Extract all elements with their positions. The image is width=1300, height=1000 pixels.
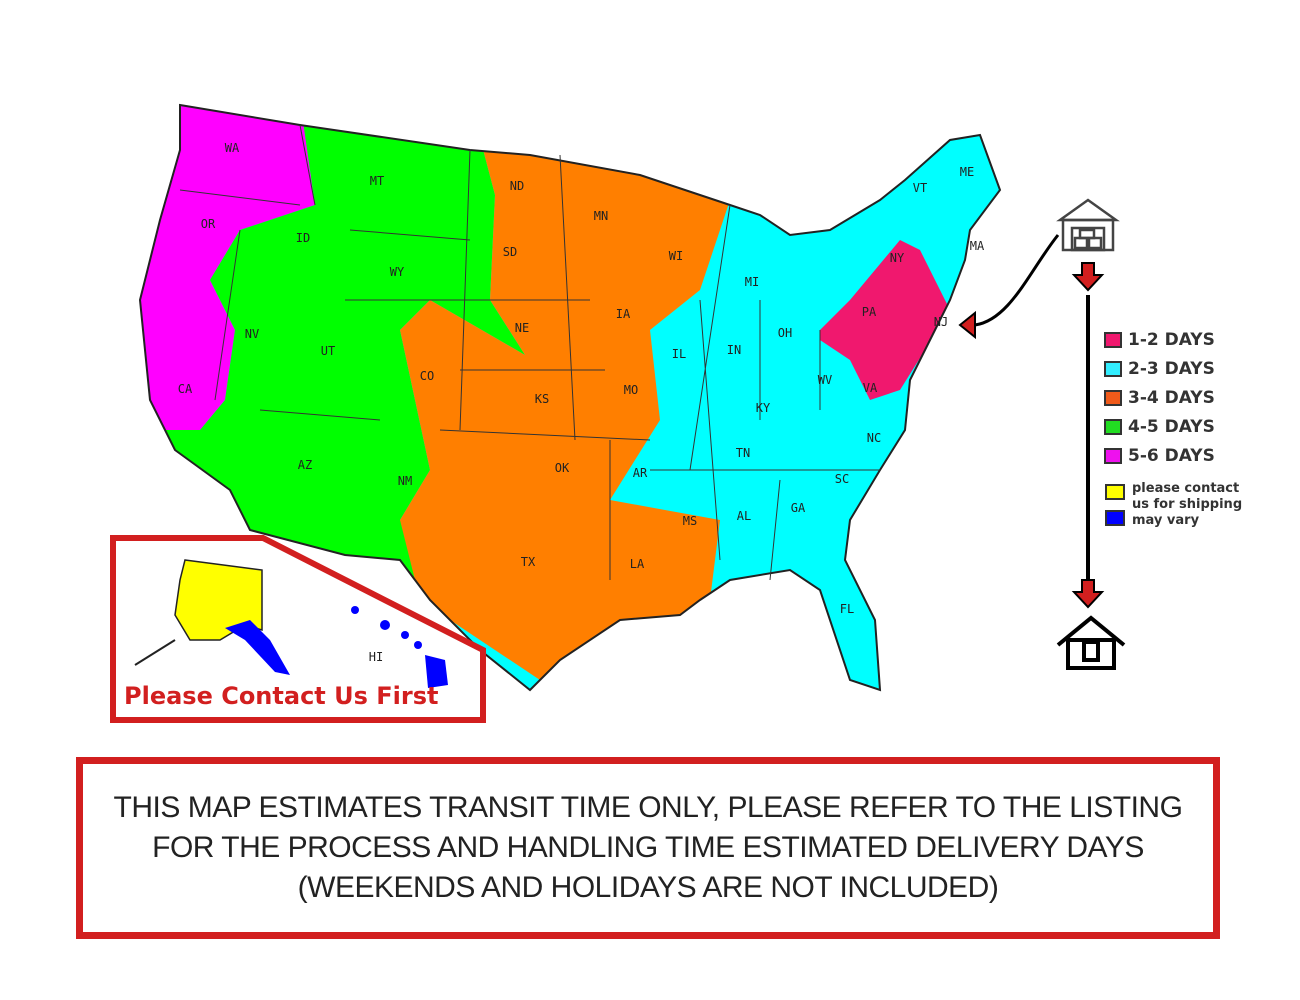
legend-item: 3-4 DAYS bbox=[1104, 388, 1215, 408]
legend-swatch bbox=[1104, 448, 1122, 464]
state-label-la: LA bbox=[630, 557, 645, 571]
legend-swatch bbox=[1104, 361, 1122, 377]
state-label-pa: PA bbox=[862, 305, 877, 319]
state-label-nc: NC bbox=[867, 431, 881, 445]
state-label-mt: MT bbox=[370, 174, 384, 188]
state-label-hi: HI bbox=[369, 650, 383, 664]
state-label-ia: IA bbox=[616, 307, 631, 321]
legend-swatch bbox=[1104, 332, 1122, 348]
legend: 1-2 DAYS 2-3 DAYS 3-4 DAYS 4-5 DAYS 5-6 DAYS bbox=[1104, 330, 1215, 475]
zone-3-4-days bbox=[400, 105, 730, 690]
state-label-ks: KS bbox=[535, 392, 549, 406]
state-label-nv: NV bbox=[245, 327, 259, 341]
zone-1-2-days bbox=[820, 240, 950, 400]
legend-swatch bbox=[1104, 390, 1122, 406]
state-label-mi: MI bbox=[745, 275, 759, 289]
legend-item: 5-6 DAYS bbox=[1104, 446, 1215, 466]
notice-box: THIS MAP ESTIMATES TRANSIT TIME ONLY, PL… bbox=[76, 757, 1220, 939]
alaska bbox=[174, 559, 263, 641]
legend-item: 2-3 DAYS bbox=[1104, 359, 1215, 379]
down-arrow-top bbox=[1071, 262, 1105, 292]
state-label-ca: CA bbox=[178, 382, 193, 396]
down-arrow-bottom bbox=[1071, 579, 1105, 609]
state-label-il: IL bbox=[672, 347, 686, 361]
state-label-wa: WA bbox=[225, 141, 240, 155]
note-line: please contact bbox=[1132, 481, 1240, 496]
state-label-sd: SD bbox=[503, 245, 517, 259]
state-label-nd: ND bbox=[510, 179, 524, 193]
state-label-vt: VT bbox=[913, 181, 927, 195]
state-label-va: VA bbox=[863, 381, 878, 395]
state-label-co: CO bbox=[420, 369, 434, 383]
contact-swatch bbox=[1105, 484, 1125, 500]
state-label-oh: OH bbox=[778, 326, 792, 340]
state-borders bbox=[179, 124, 880, 581]
legend-label: 5-6 DAYS bbox=[1128, 446, 1215, 466]
state-label-ky: KY bbox=[756, 401, 771, 415]
inset-title: Please Contact Us First bbox=[124, 682, 439, 710]
state-label-wv: WV bbox=[818, 373, 832, 387]
state-label-ar: AR bbox=[633, 466, 648, 480]
state-label-tx: TX bbox=[521, 555, 536, 569]
legend-label: 1-2 DAYS bbox=[1128, 330, 1215, 350]
warehouse-icon bbox=[1056, 198, 1120, 252]
notice-text: THIS MAP ESTIMATES TRANSIT TIME ONLY, PL… bbox=[113, 791, 1183, 904]
state-label-al: AL bbox=[737, 509, 751, 523]
state-label-ma: MA bbox=[970, 239, 985, 253]
state-label-nj: NJ bbox=[934, 315, 948, 329]
vary-swatch bbox=[1105, 510, 1125, 526]
state-label-wy: WY bbox=[390, 265, 405, 279]
state-label-in: IN bbox=[727, 343, 741, 357]
house-icon bbox=[1056, 615, 1126, 670]
zone-5-6-days bbox=[140, 105, 315, 430]
legend-item: 1-2 DAYS bbox=[1104, 330, 1215, 350]
legend-swatch bbox=[1104, 419, 1122, 435]
state-label-nm: NM bbox=[398, 474, 412, 488]
origin-arrow-head bbox=[958, 310, 976, 340]
state-label-ny: NY bbox=[890, 251, 905, 265]
state-label-mo: MO bbox=[624, 383, 638, 397]
legend-label: 3-4 DAYS bbox=[1128, 388, 1215, 408]
state-label-ok: OK bbox=[555, 461, 570, 475]
state-label-or: OR bbox=[201, 217, 216, 231]
state-label-tn: TN bbox=[736, 446, 750, 460]
origin-arrow-line bbox=[974, 234, 1060, 327]
legend-label: 2-3 DAYS bbox=[1128, 359, 1215, 379]
state-label-ut: UT bbox=[321, 344, 335, 358]
state-label-wi: WI bbox=[669, 249, 683, 263]
state-label-ga: GA bbox=[791, 501, 806, 515]
state-label-ne: NE bbox=[515, 321, 529, 335]
state-label-me: ME bbox=[960, 165, 974, 179]
legend-item: 4-5 DAYS bbox=[1104, 417, 1215, 437]
note-line: us for shipping bbox=[1132, 497, 1243, 512]
alaska-southeast bbox=[225, 620, 290, 675]
legend-label: 4-5 DAYS bbox=[1128, 417, 1215, 437]
hawaii bbox=[351, 606, 448, 688]
state-label-az: AZ bbox=[298, 458, 312, 472]
legend-note: please contact us for shipping may vary bbox=[1105, 481, 1243, 529]
state-label-id: ID bbox=[296, 231, 310, 245]
state-label-sc: SC bbox=[835, 472, 849, 486]
inset-frame bbox=[110, 535, 486, 723]
state-label-fl: FL bbox=[840, 602, 854, 616]
note-line: may vary bbox=[1132, 513, 1200, 528]
state-label-mn: MN bbox=[594, 209, 608, 223]
state-label-ms: MS bbox=[683, 514, 697, 528]
